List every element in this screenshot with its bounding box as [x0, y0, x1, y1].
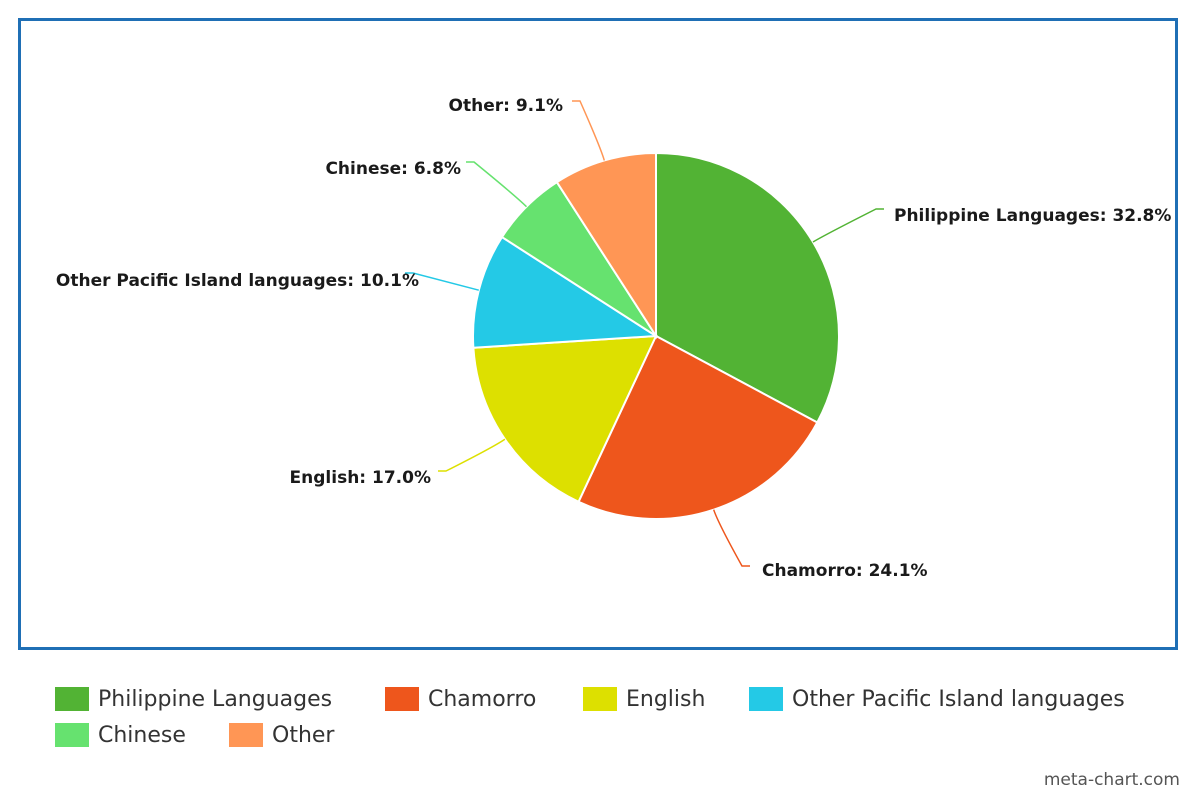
legend-item-other-pacific-island-languages[interactable]: Other Pacific Island languages — [749, 686, 1149, 712]
label-connector — [572, 100, 606, 161]
label-connectors — [405, 100, 884, 567]
legend: Philippine Languages Chamorro English Ot… — [55, 686, 1175, 748]
slice-labels: Philippine Languages: 32.8% Chamorro: 24.… — [56, 96, 1172, 581]
slice-label: English: 17.0% — [290, 468, 431, 488]
chart-frame — [18, 18, 1178, 650]
legend-label: Chinese — [98, 722, 186, 748]
legend-label: English — [626, 686, 706, 712]
legend-swatch — [749, 687, 783, 711]
legend-label: Chamorro — [428, 686, 537, 712]
label-connector — [712, 509, 750, 567]
legend-item-english[interactable]: English — [583, 686, 749, 712]
label-connector — [438, 438, 506, 472]
legend-swatch — [385, 687, 419, 711]
pie-slice-chamorro[interactable] — [577, 334, 819, 520]
pie-chart: Philippine Languages: 32.8% Chamorro: 24.… — [56, 96, 1172, 581]
legend-swatch — [55, 687, 89, 711]
legend-label: Other — [272, 722, 335, 748]
slice-label: Chamorro: 24.1% — [762, 561, 928, 581]
legend-label: Other Pacific Island languages — [792, 686, 1125, 712]
slice-label: Other: 9.1% — [449, 96, 563, 116]
legend-item-other[interactable]: Other — [229, 722, 389, 748]
legend-swatch — [583, 687, 617, 711]
legend-label: Philippine Languages — [98, 686, 333, 712]
slice-label: Chinese: 6.8% — [325, 159, 461, 179]
pie-slice-other-pacific-island-languages[interactable] — [472, 235, 660, 349]
legend-item-philippine-languages[interactable]: Philippine Languages — [55, 686, 385, 712]
legend-item-chinese[interactable]: Chinese — [55, 722, 229, 748]
label-connector — [812, 208, 884, 243]
legend-swatch — [55, 723, 89, 747]
legend-swatch — [229, 723, 263, 747]
slice-label: Philippine Languages: 32.8% — [894, 206, 1171, 226]
pie-slice-other[interactable] — [555, 151, 657, 340]
label-connector — [405, 272, 479, 291]
label-connector — [466, 161, 528, 208]
credit-text: meta-chart.com — [1043, 770, 1180, 790]
pie-slices — [472, 151, 840, 520]
legend-item-chamorro[interactable]: Chamorro — [385, 686, 583, 712]
slice-label: Other Pacific Island languages: 10.1% — [56, 271, 419, 291]
